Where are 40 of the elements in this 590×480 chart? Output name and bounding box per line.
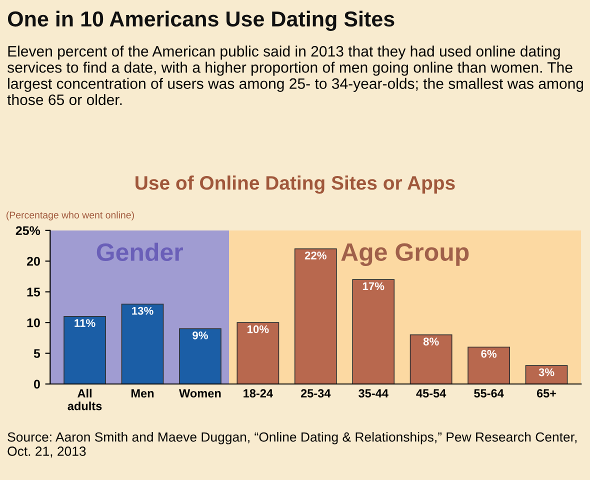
x-tick-label: Men bbox=[131, 389, 154, 398]
x-tick-label: 55-64 bbox=[474, 389, 504, 398]
bar bbox=[294, 248, 337, 384]
y-tick-label: 15 bbox=[27, 288, 40, 296]
data-label: 10% bbox=[248, 325, 269, 334]
data-label: 3% bbox=[538, 368, 554, 376]
bar bbox=[179, 328, 222, 384]
bar bbox=[121, 304, 164, 384]
bar bbox=[410, 334, 452, 384]
source-note: Source: Aaron Smith and Maeve Duggan, “Online Dating & Relationships,” Pew Research Center, Oct. 21, 2013 bbox=[8, 432, 576, 458]
data-label: 6% bbox=[481, 350, 497, 358]
y-tick-label: 10 bbox=[27, 318, 40, 328]
x-tick-label: Women bbox=[179, 389, 221, 398]
bar bbox=[468, 346, 510, 384]
y-axis-title: (Percentage who went online) bbox=[6, 211, 134, 220]
data-label: 11% bbox=[74, 319, 96, 328]
text: Eleven percent of the American public said in 2013 that they had used online dating services to find a date, with a higher proportion of men going online than women. The largest concentration of users was among 25- to 34-year-olds; the smallest was among those 65 or older. bbox=[7, 46, 584, 106]
bar bbox=[236, 322, 280, 384]
y-tick-label: 0 bbox=[34, 380, 40, 389]
bar bbox=[525, 365, 568, 384]
band-label: Age Group bbox=[341, 243, 469, 266]
data-label: 17% bbox=[362, 282, 384, 290]
x-tick-label: 65+ bbox=[536, 389, 556, 398]
band-label: Gender bbox=[96, 242, 183, 262]
data-label: 9% bbox=[192, 331, 208, 340]
bar bbox=[352, 279, 395, 384]
x-tick-label: 18-24 bbox=[244, 389, 273, 398]
data-label: 8% bbox=[423, 338, 439, 346]
y-tick-label: 5 bbox=[34, 349, 40, 358]
y-tick-label: 20 bbox=[26, 256, 40, 266]
data-label: 22% bbox=[304, 252, 326, 260]
text: One in 10 Americans Use Dating Sites bbox=[8, 10, 394, 31]
x-tick-label: 25-34 bbox=[300, 389, 331, 398]
y-tick-label: 25% bbox=[16, 226, 40, 236]
x-tick-label: All adults bbox=[68, 388, 102, 410]
bar bbox=[64, 316, 106, 384]
data-label: 13% bbox=[132, 306, 154, 315]
x-tick-label: 35-44 bbox=[358, 389, 388, 398]
chart-title: Use of Online Dating Sites or Apps bbox=[136, 176, 455, 194]
x-tick-label: 45-54 bbox=[416, 389, 446, 398]
